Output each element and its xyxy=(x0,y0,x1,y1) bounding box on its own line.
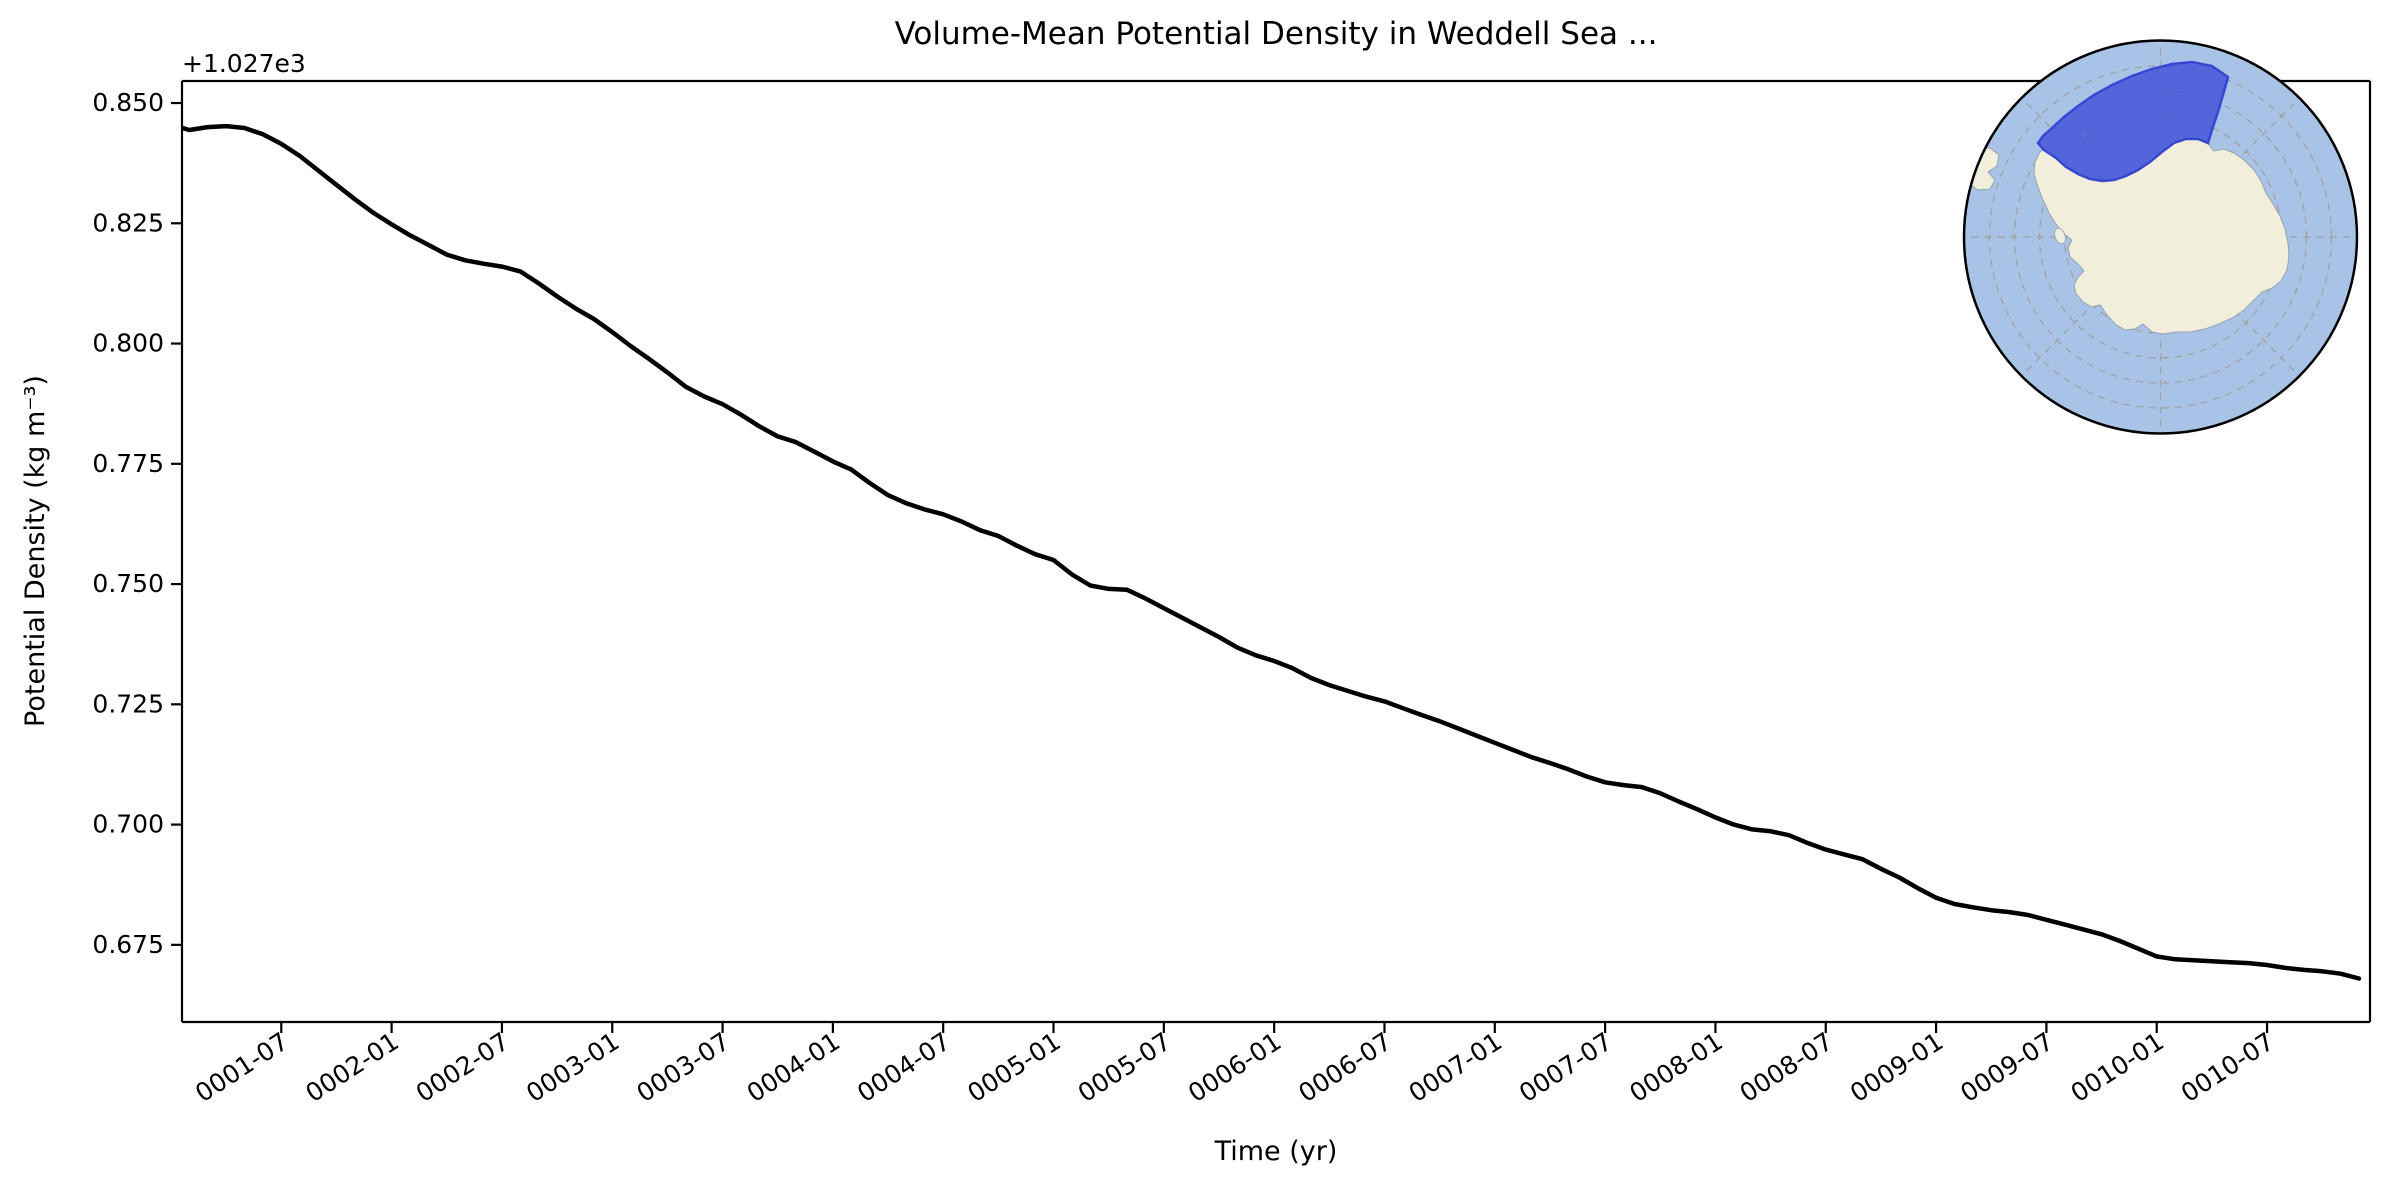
x-tick-label: 0004-01 xyxy=(742,1027,845,1108)
y-axis-ticks: 0.675 0.700 0.725 0.750 0.775 0.800 0.825 0.850 xyxy=(92,88,182,959)
weddell-region-polygon xyxy=(2036,60,2230,183)
y-axis-offset-text: +1.027e3 xyxy=(182,49,306,78)
y-tick-label: 0.775 xyxy=(92,449,164,478)
series-line xyxy=(182,123,2362,981)
x-tick-label: 0002-01 xyxy=(300,1027,403,1108)
y-tick-label: 0.750 xyxy=(92,569,164,598)
x-tick-label: 0007-07 xyxy=(1514,1027,1617,1108)
x-tick-label: 0003-01 xyxy=(521,1027,624,1108)
x-tick-label: 0004-07 xyxy=(852,1027,955,1108)
alexander-island xyxy=(2054,227,2066,245)
x-tick-label: 0002-07 xyxy=(411,1027,514,1108)
chart-title: Volume-Mean Potential Density in Weddell… xyxy=(895,16,1658,52)
x-axis-ticks: 0001-07 0002-01 0002-07 0003-01 0003-07 0004-… xyxy=(190,1022,2279,1108)
y-tick-label: 0.725 xyxy=(92,689,164,718)
y-tick-label: 0.850 xyxy=(92,88,164,117)
x-tick-label: 0007-01 xyxy=(1404,1027,1507,1108)
x-tick-label: 0008-07 xyxy=(1735,1027,1838,1108)
inset-map xyxy=(1962,39,2359,435)
x-tick-label: 0010-01 xyxy=(2066,1027,2169,1108)
x-tick-label: 0006-01 xyxy=(1183,1027,1286,1108)
y-tick-label: 0.800 xyxy=(92,329,164,358)
y-axis-label: Potential Density (kg m⁻³) xyxy=(20,375,51,727)
x-tick-label: 0005-01 xyxy=(962,1027,1065,1108)
x-tick-label: 0001-07 xyxy=(190,1027,293,1108)
x-tick-label: 0006-07 xyxy=(1293,1027,1396,1108)
x-tick-label: 0009-01 xyxy=(1845,1027,1948,1108)
x-tick-label: 0005-07 xyxy=(1073,1027,1176,1108)
y-tick-label: 0.825 xyxy=(92,208,164,237)
globe-edge-circle xyxy=(1962,39,2359,435)
y-tick-label: 0.675 xyxy=(92,930,164,959)
x-tick-label: 0003-07 xyxy=(631,1027,734,1108)
y-tick-label: 0.700 xyxy=(92,810,164,839)
x-tick-label: 0008-01 xyxy=(1624,1027,1727,1108)
x-axis-label: Time (yr) xyxy=(1214,1136,1338,1167)
x-tick-label: 0009-07 xyxy=(1955,1027,2058,1108)
axes-spines xyxy=(180,79,2372,1024)
x-tick-label: 0010-07 xyxy=(2176,1027,2279,1108)
